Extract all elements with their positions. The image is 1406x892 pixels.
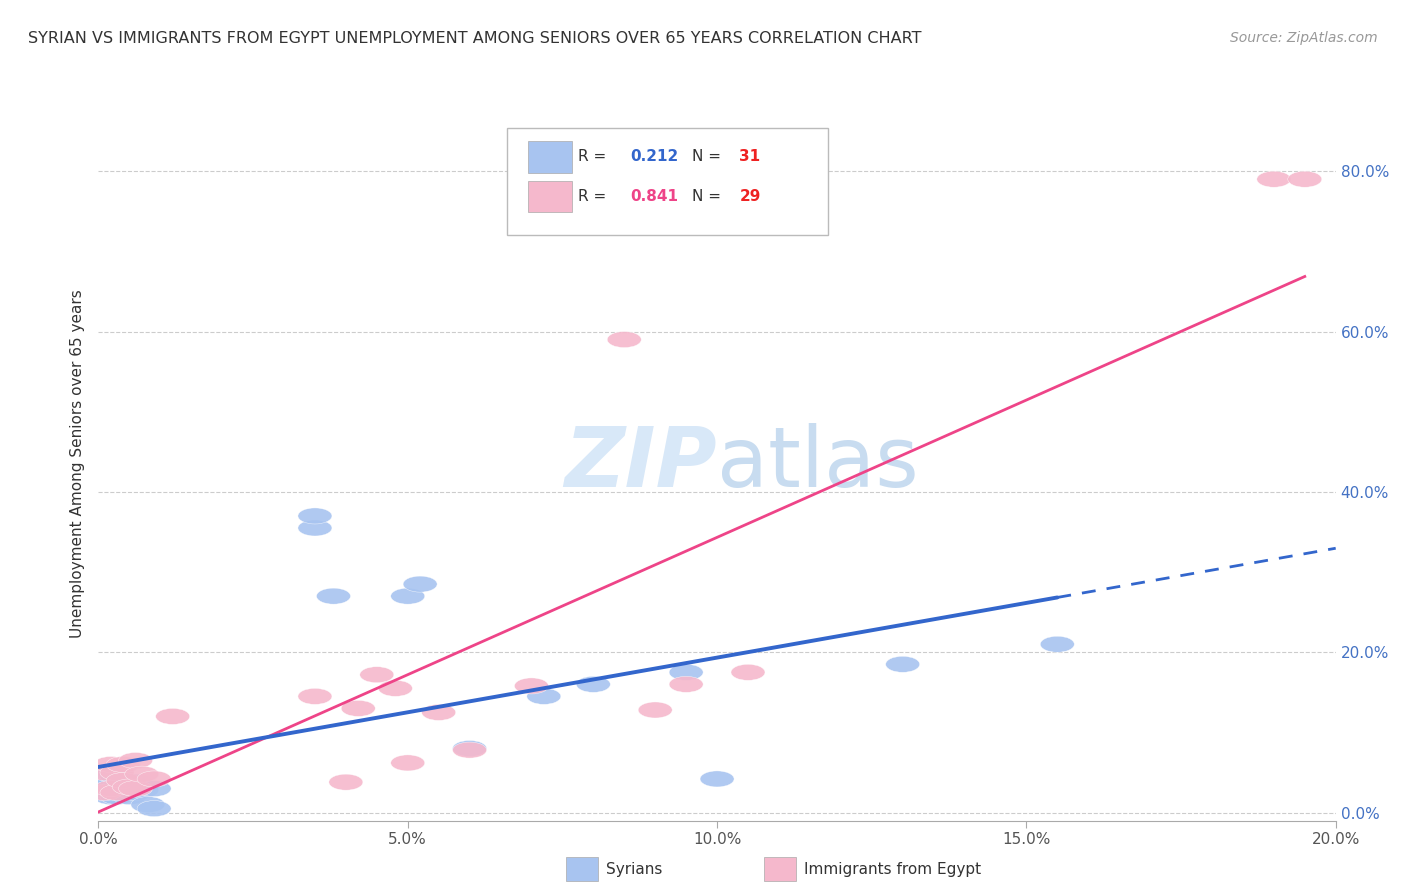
Ellipse shape xyxy=(100,769,134,785)
FancyBboxPatch shape xyxy=(763,857,796,881)
Ellipse shape xyxy=(391,755,425,771)
Text: atlas: atlas xyxy=(717,424,918,504)
Text: Syrians: Syrians xyxy=(606,862,662,877)
Ellipse shape xyxy=(669,676,703,692)
Ellipse shape xyxy=(298,689,332,705)
Text: Source: ZipAtlas.com: Source: ZipAtlas.com xyxy=(1230,31,1378,45)
Ellipse shape xyxy=(100,764,134,780)
Ellipse shape xyxy=(112,779,146,795)
Ellipse shape xyxy=(118,774,153,790)
Ellipse shape xyxy=(94,764,128,780)
Ellipse shape xyxy=(515,678,548,694)
FancyBboxPatch shape xyxy=(527,141,572,173)
Ellipse shape xyxy=(107,772,141,789)
Ellipse shape xyxy=(360,666,394,682)
Ellipse shape xyxy=(100,785,134,801)
Ellipse shape xyxy=(94,756,128,772)
Text: R =: R = xyxy=(578,189,612,203)
Y-axis label: Unemployment Among Seniors over 65 years: Unemployment Among Seniors over 65 years xyxy=(70,290,86,638)
Ellipse shape xyxy=(669,665,703,681)
Ellipse shape xyxy=(156,708,190,724)
Ellipse shape xyxy=(87,785,122,801)
Text: 29: 29 xyxy=(740,189,761,203)
Ellipse shape xyxy=(87,764,122,780)
Ellipse shape xyxy=(87,777,122,793)
Ellipse shape xyxy=(118,753,153,769)
Ellipse shape xyxy=(316,588,350,604)
Ellipse shape xyxy=(404,576,437,592)
Ellipse shape xyxy=(527,689,561,705)
Ellipse shape xyxy=(329,774,363,790)
Ellipse shape xyxy=(1257,171,1291,187)
Ellipse shape xyxy=(125,782,159,798)
Ellipse shape xyxy=(1288,171,1322,187)
Text: 0.841: 0.841 xyxy=(630,189,679,203)
Ellipse shape xyxy=(100,780,134,797)
Ellipse shape xyxy=(87,785,122,801)
Ellipse shape xyxy=(886,657,920,673)
FancyBboxPatch shape xyxy=(527,180,572,212)
Ellipse shape xyxy=(607,332,641,348)
FancyBboxPatch shape xyxy=(506,128,828,235)
Ellipse shape xyxy=(125,766,159,782)
Text: 31: 31 xyxy=(740,150,761,164)
Ellipse shape xyxy=(1040,636,1074,652)
Ellipse shape xyxy=(87,764,122,780)
Ellipse shape xyxy=(576,676,610,692)
Ellipse shape xyxy=(118,780,153,797)
Ellipse shape xyxy=(378,681,412,697)
Ellipse shape xyxy=(107,756,141,772)
Text: R =: R = xyxy=(578,150,612,164)
Ellipse shape xyxy=(138,780,172,797)
Ellipse shape xyxy=(107,785,141,801)
FancyBboxPatch shape xyxy=(567,857,599,881)
Ellipse shape xyxy=(453,740,486,756)
Text: SYRIAN VS IMMIGRANTS FROM EGYPT UNEMPLOYMENT AMONG SENIORS OVER 65 YEARS CORRELA: SYRIAN VS IMMIGRANTS FROM EGYPT UNEMPLOY… xyxy=(28,31,921,46)
Text: ZIP: ZIP xyxy=(564,424,717,504)
Ellipse shape xyxy=(100,789,134,805)
Ellipse shape xyxy=(138,801,172,817)
Text: N =: N = xyxy=(692,189,725,203)
Ellipse shape xyxy=(638,702,672,718)
Text: N =: N = xyxy=(692,150,725,164)
Ellipse shape xyxy=(107,780,141,797)
Ellipse shape xyxy=(94,789,128,805)
Ellipse shape xyxy=(453,742,486,758)
Ellipse shape xyxy=(94,780,128,797)
Ellipse shape xyxy=(298,520,332,536)
Ellipse shape xyxy=(342,700,375,716)
Ellipse shape xyxy=(298,508,332,524)
Ellipse shape xyxy=(112,789,146,805)
Ellipse shape xyxy=(731,665,765,681)
Ellipse shape xyxy=(422,705,456,721)
Ellipse shape xyxy=(131,797,165,813)
Ellipse shape xyxy=(118,785,153,801)
Text: 0.212: 0.212 xyxy=(630,150,679,164)
Ellipse shape xyxy=(391,588,425,604)
Ellipse shape xyxy=(112,774,146,790)
Ellipse shape xyxy=(94,777,128,793)
Ellipse shape xyxy=(700,771,734,787)
Ellipse shape xyxy=(138,771,172,787)
Text: Immigrants from Egypt: Immigrants from Egypt xyxy=(804,862,981,877)
